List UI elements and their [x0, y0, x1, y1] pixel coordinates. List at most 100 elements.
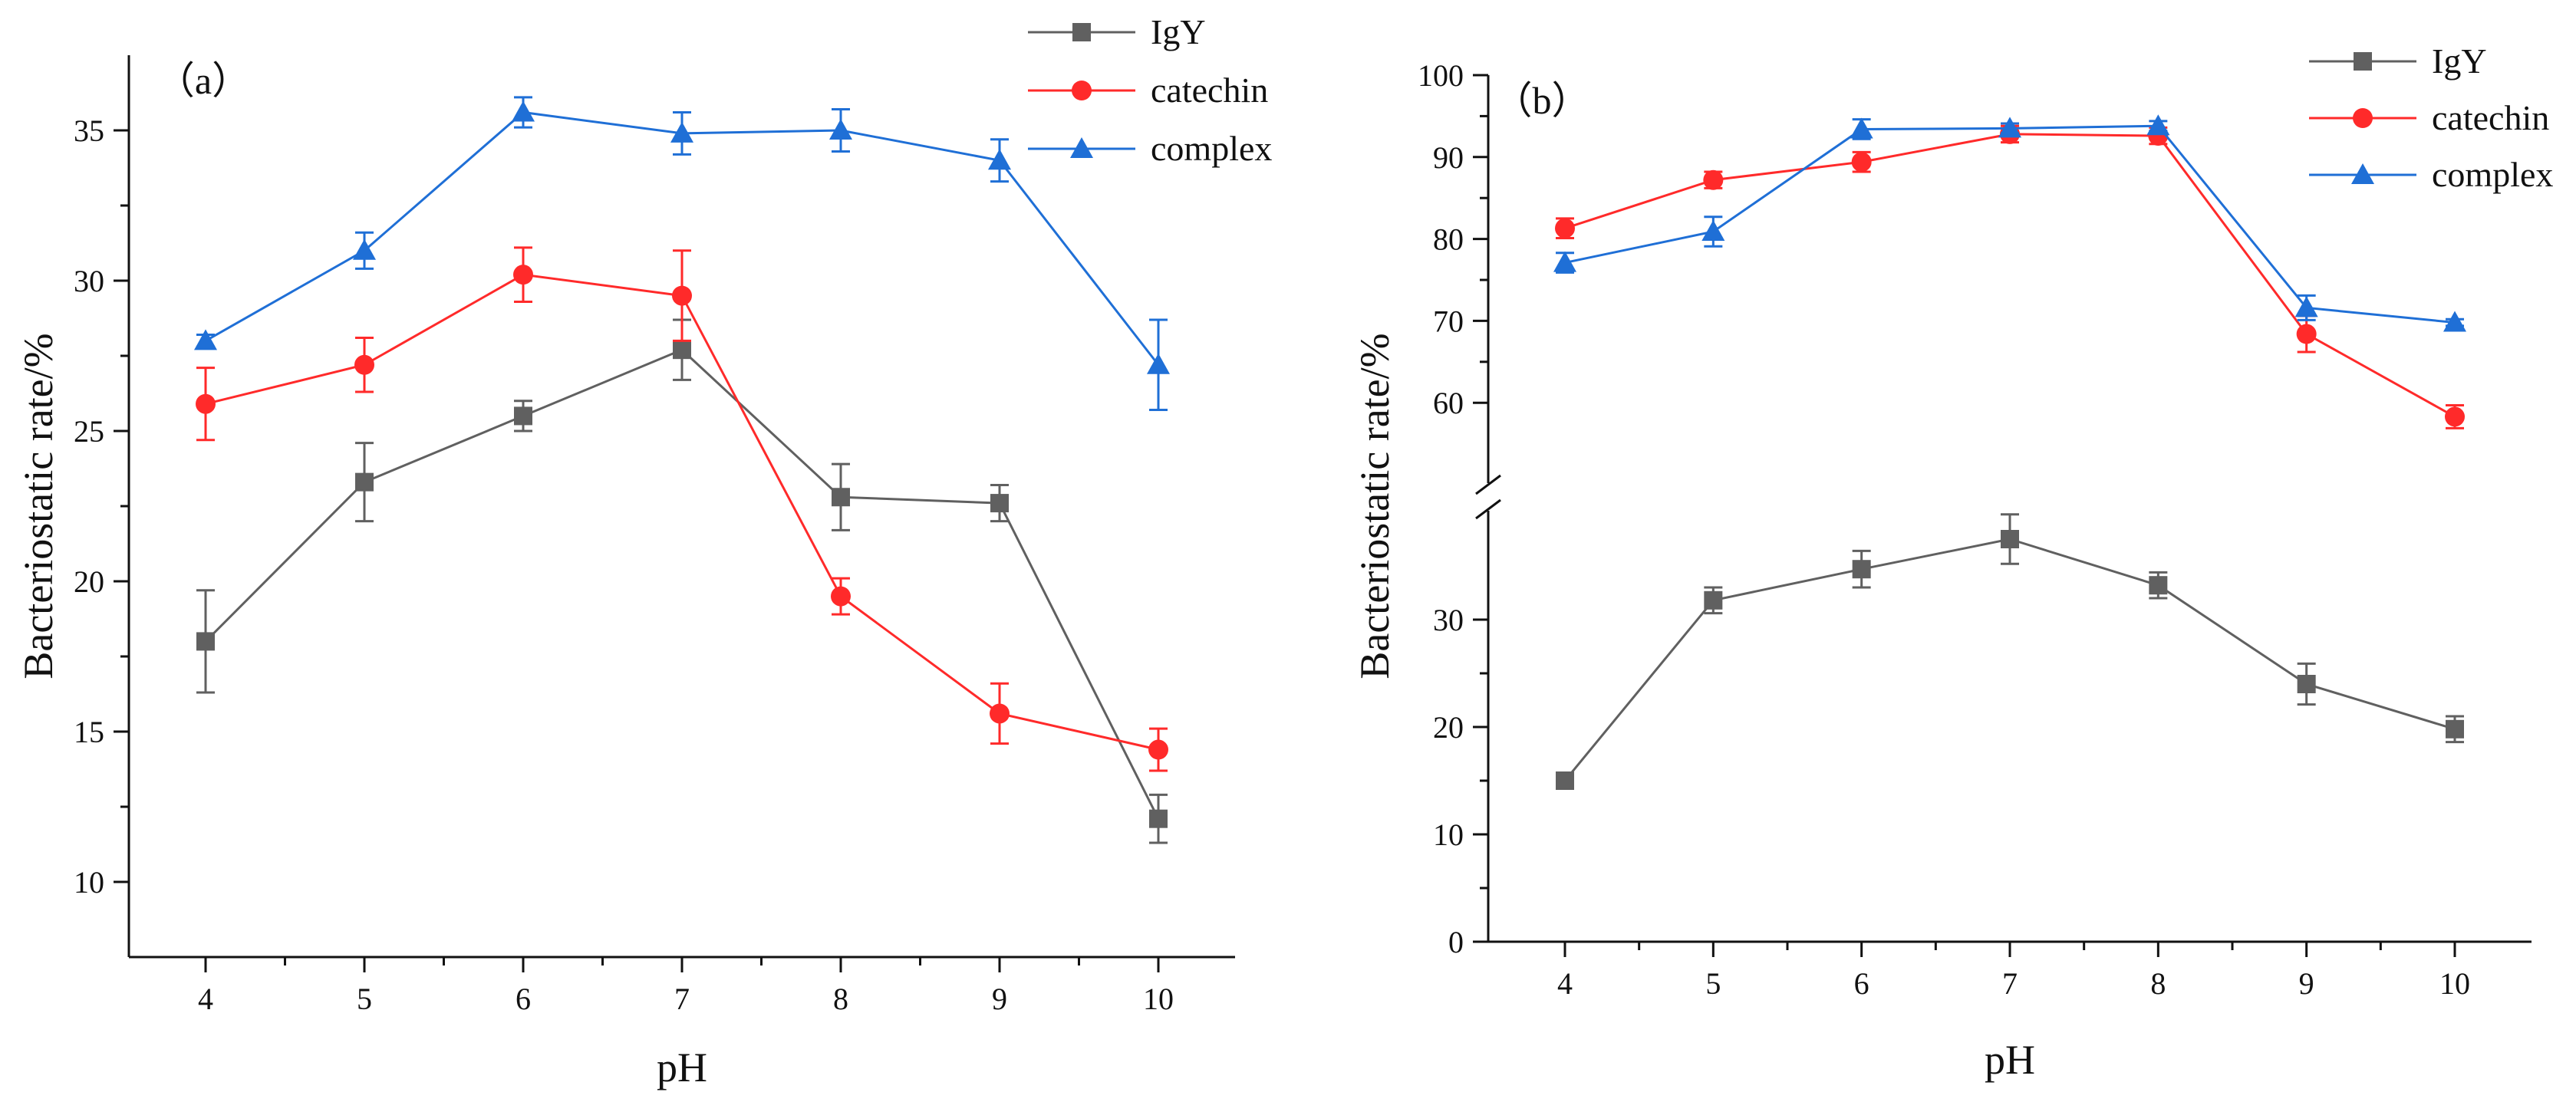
data-point: [2445, 406, 2465, 427]
panel-label: （b）: [1494, 79, 1590, 122]
data-point: [196, 632, 215, 651]
data-point: [2443, 311, 2466, 332]
y-tick-label: 90: [1433, 140, 1464, 175]
y-tick-label: 35: [74, 113, 104, 148]
data-point: [988, 149, 1011, 170]
x-axis-title: pH: [657, 1044, 707, 1090]
data-point: [829, 119, 852, 140]
data-point: [353, 238, 376, 260]
legend-marker: [2351, 163, 2374, 184]
data-point: [1553, 251, 1576, 272]
y-tick-label: 0: [1448, 925, 1464, 959]
x-tick-label: 5: [1705, 966, 1721, 1001]
axis-break-mark: [1475, 498, 1501, 520]
y-tick-label: 80: [1433, 222, 1464, 257]
x-tick-label: 7: [2002, 966, 2018, 1001]
x-tick-label: 8: [833, 982, 848, 1016]
series-line: [1563, 538, 2456, 781]
data-point: [2297, 675, 2316, 693]
data-point: [1701, 220, 1725, 242]
x-tick-label: 10: [1143, 982, 1174, 1016]
data-point: [2296, 324, 2317, 344]
axis-break-mark: [1475, 474, 1501, 495]
data-point: [1148, 739, 1168, 760]
data-point: [2146, 114, 2170, 136]
data-point: [2446, 719, 2464, 739]
x-tick-label: 5: [357, 982, 372, 1016]
y-axis-title: Bacteriostatic rate/%: [15, 333, 61, 679]
x-tick-label: 6: [516, 982, 531, 1016]
series-line: [1564, 133, 2456, 418]
data-point: [196, 393, 216, 414]
legend-marker: [1070, 137, 1093, 158]
legend-label: complex: [1151, 129, 1272, 168]
x-tick-label: 8: [2150, 966, 2166, 1001]
series-catechin: [196, 246, 1168, 772]
legend-marker: [2353, 108, 2373, 128]
series-IgY: [196, 318, 1168, 844]
y-tick-label: 70: [1433, 304, 1464, 338]
x-tick-label: 9: [992, 982, 1007, 1016]
series-complex: [194, 96, 1170, 412]
y-tick-label: 10: [1433, 817, 1464, 852]
y-axis-title: Bacteriostatic rate/%: [1352, 333, 1398, 679]
y-tick-label: 30: [1433, 603, 1464, 637]
series-line: [1564, 124, 2456, 324]
data-point: [1147, 353, 1170, 374]
data-point: [673, 340, 691, 360]
panel-b: 4 5 6 7 8 9 10010203060708090100pHBacteriostat…: [1352, 41, 2553, 1083]
legend-label: complex: [2432, 155, 2553, 194]
legend-entry-complex: complex: [2309, 155, 2553, 194]
y-tick-label: 100: [1418, 58, 1464, 93]
data-point: [1149, 809, 1168, 828]
y-tick-label: 60: [1433, 386, 1464, 420]
legend-entry-complex: complex: [1028, 129, 1272, 168]
legend-entry-catechin: catechin: [2309, 98, 2549, 137]
panel-a: 4 5 6 7 8 9 10 10 15 20 25 30 35 pH Bacteriostatic rat…: [15, 12, 1272, 1090]
x-tick-label: 10: [2439, 966, 2470, 1001]
y-tick-label: 20: [1433, 710, 1464, 745]
data-point: [1703, 169, 1724, 190]
data-point: [1555, 218, 1575, 238]
data-point: [2001, 530, 2019, 548]
y-tick-label: 25: [74, 414, 104, 449]
data-point: [2149, 576, 2168, 595]
legend-marker: [2354, 52, 2372, 71]
data-point: [831, 586, 851, 607]
y-tick-label: 15: [74, 715, 104, 749]
data-point: [1998, 117, 2021, 138]
legend-label: catechin: [2432, 98, 2549, 137]
data-point: [355, 472, 374, 492]
data-point: [514, 406, 532, 426]
x-tick-label: 9: [2299, 966, 2314, 1001]
x-tick-label: 4: [198, 982, 213, 1016]
y-tick-label: 30: [74, 264, 104, 298]
legend-label: IgY: [2432, 41, 2487, 81]
legend-entry-IgY: IgY: [1028, 12, 1206, 51]
series-catechin: [1555, 123, 2465, 429]
x-tick-label: 6: [1854, 966, 1869, 1001]
legend-marker: [1072, 23, 1091, 41]
data-point: [990, 703, 1010, 724]
data-point: [512, 100, 535, 122]
x-axis-title: pH: [1985, 1037, 2035, 1083]
legend-marker: [1072, 81, 1092, 100]
series-IgY: [1556, 513, 2464, 790]
series-line: [204, 348, 1160, 820]
data-point: [1704, 590, 1723, 610]
x-tick-label: 4: [1557, 966, 1573, 1001]
data-point: [672, 285, 692, 306]
legend-entry-catechin: catechin: [1028, 71, 1268, 110]
data-point: [2294, 296, 2318, 317]
x-tick-label: 7: [674, 982, 690, 1016]
data-point: [832, 488, 850, 507]
y-tick-label: 10: [74, 865, 104, 900]
data-point: [990, 494, 1009, 513]
data-point: [670, 121, 693, 143]
data-point: [1556, 771, 1574, 790]
data-point: [1851, 152, 1872, 173]
data-point: [354, 354, 374, 375]
legend-entry-IgY: IgY: [2309, 41, 2487, 81]
y-tick-label: 20: [74, 564, 104, 599]
